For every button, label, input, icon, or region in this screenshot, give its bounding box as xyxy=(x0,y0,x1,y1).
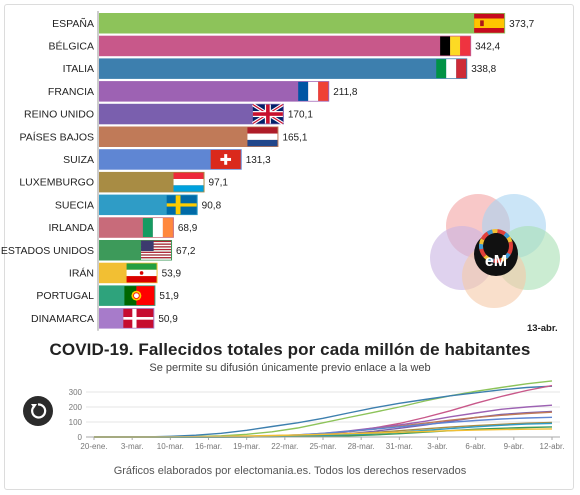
bar-row: ESTADOS UNIDOS 67,2 xyxy=(1,240,196,261)
bar-category-label: DINAMARCA xyxy=(31,313,94,325)
denmark-flag xyxy=(123,308,154,328)
date-label: 13-abr. xyxy=(527,323,558,334)
spain-flag xyxy=(474,13,505,33)
bar-category-label: REINO UNIDO xyxy=(24,109,94,121)
bar xyxy=(99,103,284,125)
bar-value-label: 338,8 xyxy=(471,64,496,75)
timeline-x-tick: 6-abr. xyxy=(465,442,485,451)
bar-category-label: IRLANDA xyxy=(48,222,94,234)
timeline-x-tick: 22-mar. xyxy=(271,442,298,451)
bar-category-label: FRANCIA xyxy=(48,86,94,98)
timeline-x-tick: 3-mar. xyxy=(121,442,144,451)
bar-value-label: 51,9 xyxy=(159,291,179,302)
italy-flag xyxy=(436,59,467,79)
bar-category-label: SUECIA xyxy=(55,199,94,211)
bar-value-label: 67,2 xyxy=(176,246,196,257)
timeline-x-tick: 3-abr. xyxy=(427,442,447,451)
bar-row: IRÁN 53,9 xyxy=(69,262,182,284)
sweden-flag xyxy=(166,195,197,215)
timeline-x-tick: 10-mar. xyxy=(157,442,184,451)
timeline-x-tick: 20-ene. xyxy=(80,442,107,451)
timeline-x-tick: 28-mar. xyxy=(348,442,375,451)
timeline-x-tick: 12-abr. xyxy=(540,442,565,451)
bar-row: PORTUGAL 51,9 xyxy=(36,285,179,306)
electomania-logo: eM xyxy=(430,194,560,308)
bar-value-label: 342,4 xyxy=(475,41,500,52)
bar-value-label: 165,1 xyxy=(282,132,307,143)
bar-row: REINO UNIDO 170,1 xyxy=(24,103,313,126)
timeline-x-tick: 16-mar. xyxy=(195,442,222,451)
timeline-y-tick: 300 xyxy=(69,388,83,397)
chart-subtitle: Se permite su difusión únicamente previo… xyxy=(149,362,431,374)
bar-category-label: SUIZA xyxy=(63,154,94,166)
france-flag xyxy=(298,81,329,101)
bar xyxy=(99,58,468,79)
timeline-x-tick: 25-mar. xyxy=(309,442,336,451)
bar xyxy=(99,149,242,170)
uk-flag xyxy=(251,103,284,126)
bar-row: PAÍSES BAJOS 165,1 xyxy=(20,126,308,147)
bar-category-label: ITALIA xyxy=(63,63,94,75)
timeline-chart: 0 100 200 300 20-ene. 3-mar. 10-mar. 16-mar. 19-… xyxy=(69,380,565,451)
bar-value-label: 211,8 xyxy=(333,87,358,98)
switzerland-flag xyxy=(210,149,241,169)
bar-value-label: 53,9 xyxy=(162,268,182,279)
ireland-flag xyxy=(142,218,173,238)
bar-row: BÉLGICA 342,4 xyxy=(48,35,501,57)
belgium-flag xyxy=(440,36,471,56)
timeline-y-tick: 200 xyxy=(69,403,83,412)
timeline-x-tick: 9-abr. xyxy=(504,442,524,451)
bar xyxy=(99,81,330,102)
logo-text: eM xyxy=(485,253,507,270)
timeline-plot-area xyxy=(86,380,560,437)
timeline-x-tick: 31-mar. xyxy=(386,442,413,451)
bar-row: DINAMARCA 50,9 xyxy=(31,308,178,329)
bar-category-label: ESPAÑA xyxy=(52,17,94,30)
timeline-x-tick: 19-mar. xyxy=(233,442,260,451)
bar-value-label: 170,1 xyxy=(288,110,313,121)
bar-category-label: PORTUGAL xyxy=(36,290,94,302)
netherlands-flag xyxy=(247,127,278,147)
portugal-flag xyxy=(124,286,155,306)
bar-chart: ESPAÑA 373,7 BÉLGICA 342,4 ITALIA 338,8 FRANCI… xyxy=(1,11,535,331)
bar-value-label: 90,8 xyxy=(202,200,222,211)
iran-flag xyxy=(126,263,157,283)
chart-title: COVID-19. Fallecidos totales por cada mi… xyxy=(49,340,531,359)
bar-row: FRANCIA 211,8 xyxy=(48,81,358,102)
bar-value-label: 373,7 xyxy=(509,19,534,30)
timeline-y-tick: 100 xyxy=(69,418,83,427)
bar-category-label: IRÁN xyxy=(69,266,94,279)
bar-row: ESPAÑA 373,7 xyxy=(52,13,535,34)
footer-credit: Gráficos elaborados por electomania.es. … xyxy=(113,465,467,477)
replay-icon xyxy=(31,403,47,419)
luxembourg-flag xyxy=(173,172,204,192)
bar-category-label: PAÍSES BAJOS xyxy=(20,130,95,143)
bar-row: LUXEMBURGO 97,1 xyxy=(19,171,229,193)
usa-flag xyxy=(141,240,172,260)
bar-row: SUIZA 131,3 xyxy=(63,149,271,170)
bar-row: IRLANDA 68,9 xyxy=(48,217,198,238)
bar-value-label: 131,3 xyxy=(246,155,271,166)
bar-value-label: 68,9 xyxy=(178,223,198,234)
bar-row: SUECIA 90,8 xyxy=(55,194,222,216)
bar xyxy=(99,35,472,57)
bar-value-label: 50,9 xyxy=(158,314,178,325)
bar-category-label: LUXEMBURGO xyxy=(19,177,94,189)
timeline-y-tick: 0 xyxy=(78,433,83,442)
logo-ring xyxy=(479,229,513,263)
bar-value-label: 97,1 xyxy=(209,178,229,189)
bar xyxy=(99,126,279,147)
bar xyxy=(99,13,506,34)
bar-category-label: ESTADOS UNIDOS xyxy=(1,245,94,257)
bar-category-label: BÉLGICA xyxy=(48,39,94,52)
replay-button[interactable] xyxy=(23,396,53,426)
bar-row: ITALIA 338,8 xyxy=(63,58,497,79)
